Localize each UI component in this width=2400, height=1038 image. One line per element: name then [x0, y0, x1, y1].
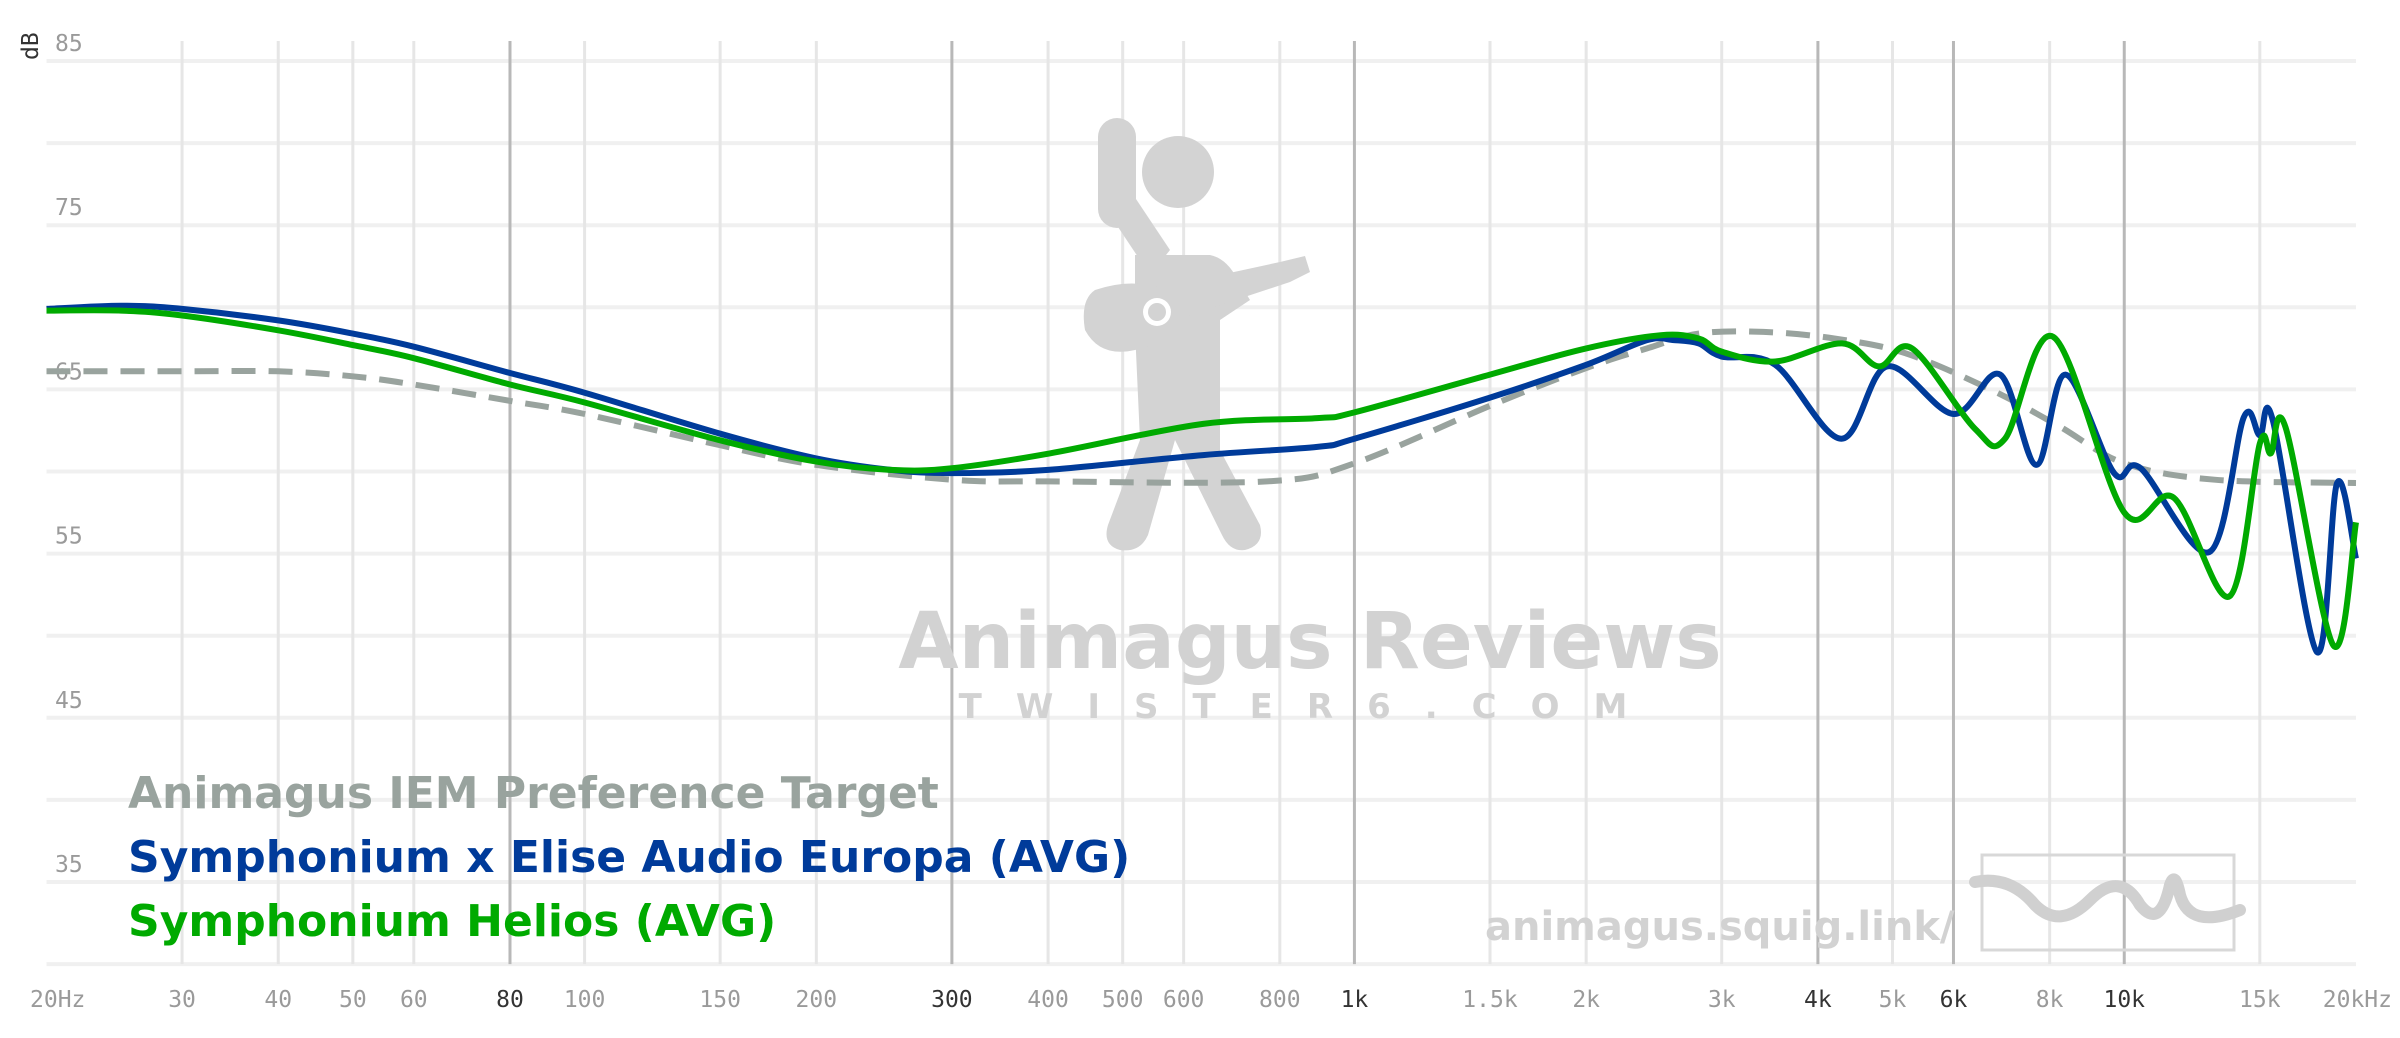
legend-entry: Symphonium x Elise Audio Europa (AVG): [128, 832, 1130, 883]
x-tick-label: 500: [1102, 987, 1144, 1013]
y-tick-label: 35: [55, 852, 83, 878]
x-tick-label: 1.5k: [1462, 987, 1518, 1013]
series-line-2: [46, 307, 2359, 650]
x-tick-label: 4k: [1804, 987, 1832, 1013]
watermark-url: animagus.squig.link/: [1485, 904, 1955, 950]
x-tick-label: 20Hz: [30, 987, 85, 1013]
x-tick-label: 20kHz: [2323, 987, 2392, 1013]
x-tick-label: 2k: [1572, 987, 1600, 1013]
x-tick-label: 80: [496, 987, 524, 1013]
y-tick-label: 45: [55, 688, 83, 714]
y-tick-label: 55: [55, 524, 83, 550]
squig-logo-icon: [1969, 853, 2246, 952]
x-tick-label: 3k: [1708, 987, 1736, 1013]
axes: 20Hz 30 40 50 60 80 100 150 200 300 400 500 600 800 1k…: [30, 31, 2392, 1013]
legend-entry: Symphonium Helios (AVG): [128, 896, 776, 947]
x-tick-label: 60: [400, 987, 428, 1013]
y-tick-label: 85: [55, 31, 83, 57]
series-line-0: [46, 328, 2357, 486]
legend-entry: Animagus IEM Preference Target: [128, 768, 939, 819]
x-tick-label: 600: [1163, 987, 1205, 1013]
x-tick-label: 40: [264, 987, 292, 1013]
x-tick-label: 15k: [2239, 987, 2281, 1013]
x-tick-label: 100: [564, 987, 606, 1013]
y-axis-label: dB: [18, 32, 44, 60]
series-line-1: [46, 302, 2359, 656]
x-tick-label: 400: [1027, 987, 1069, 1013]
x-tick-label: 10k: [2103, 987, 2145, 1013]
x-tick-label: 300: [931, 987, 973, 1013]
watermark: Animagus Reviews TWISTER6.COM animagus.s…: [898, 118, 2246, 952]
x-tick-label: 200: [796, 987, 838, 1013]
x-tick-label: 6k: [1940, 987, 1968, 1013]
x-tick-label: 150: [699, 987, 741, 1013]
x-tick-label: 50: [339, 987, 367, 1013]
x-tick-label: 5k: [1879, 987, 1907, 1013]
x-tick-label: 8k: [2036, 987, 2064, 1013]
x-tick-label: 30: [168, 987, 196, 1013]
watermark-brand: Animagus Reviews: [898, 597, 1721, 687]
guitarist-logo-icon: [1083, 118, 1310, 551]
x-tick-label: 800: [1259, 987, 1301, 1013]
y-tick-label: 75: [55, 195, 83, 221]
x-tick-label: 1k: [1341, 987, 1369, 1013]
grid: [46, 41, 2356, 967]
series-group: [46, 302, 2359, 656]
legend: Animagus IEM Preference Target Symphonium…: [128, 768, 1130, 947]
watermark-site: TWISTER6.COM: [959, 687, 1662, 727]
